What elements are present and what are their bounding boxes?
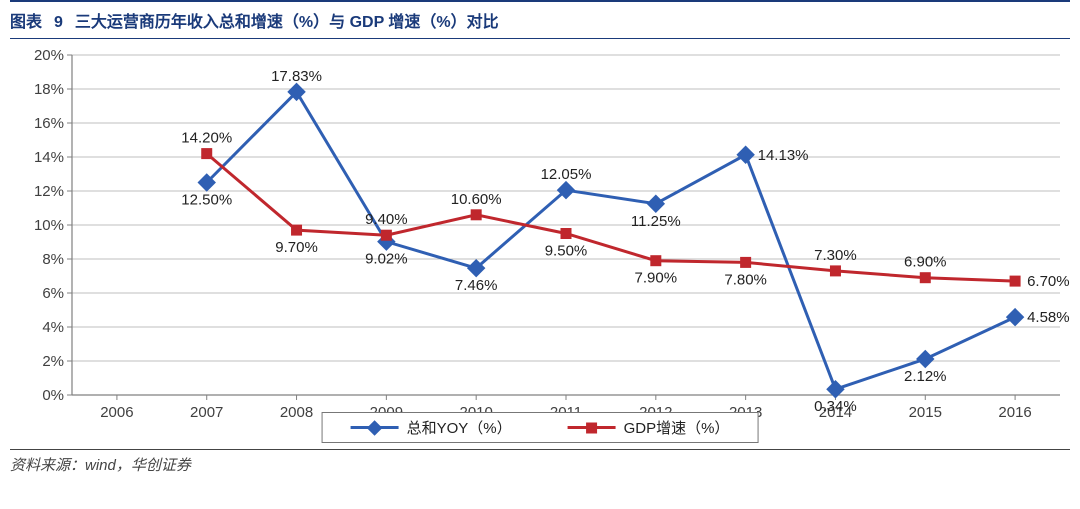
svg-text:10.60%: 10.60% [451, 191, 502, 208]
svg-text:7.30%: 7.30% [814, 247, 857, 264]
svg-text:17.83%: 17.83% [271, 68, 322, 85]
legend-swatch-2 [568, 426, 616, 429]
svg-text:2006: 2006 [100, 404, 133, 421]
legend-item-series-2: GDP增速（%） [568, 417, 730, 438]
legend: 总和YOY（%） GDP增速（%） [322, 412, 759, 443]
svg-text:6.70%: 6.70% [1027, 273, 1070, 290]
svg-text:7.46%: 7.46% [455, 277, 498, 294]
legend-label-1: 总和YOY（%） [407, 417, 512, 438]
line-chart: 0% 2% 4% 6% 8% 10% 12% 14% 16% 18% 20% 2006 2007 2008… [10, 39, 1070, 449]
svg-text:2007: 2007 [190, 404, 223, 421]
svg-text:12.50%: 12.50% [181, 192, 232, 209]
source-label: 资料来源： [10, 457, 85, 474]
svg-text:9.50%: 9.50% [545, 243, 588, 260]
svg-text:11.25%: 11.25% [631, 213, 681, 230]
svg-text:7.80%: 7.80% [724, 271, 767, 288]
source-line: 资料来源：wind，华创证券 [10, 449, 1070, 479]
legend-swatch-1 [351, 426, 399, 429]
svg-text:8%: 8% [42, 251, 64, 268]
svg-text:2016: 2016 [998, 404, 1031, 421]
svg-text:9.02%: 9.02% [365, 251, 408, 268]
legend-label-2: GDP增速（%） [624, 417, 730, 438]
svg-text:12%: 12% [34, 183, 64, 200]
svg-text:4%: 4% [42, 319, 64, 336]
svg-text:14.20%: 14.20% [181, 130, 232, 147]
svg-text:9.40%: 9.40% [365, 211, 408, 228]
svg-text:2%: 2% [42, 353, 64, 370]
source-text: wind，华创证券 [85, 457, 191, 474]
figure-prefix: 图表 [10, 8, 42, 32]
svg-text:2008: 2008 [280, 404, 313, 421]
svg-text:9.70%: 9.70% [275, 239, 318, 256]
legend-item-series-1: 总和YOY（%） [351, 417, 512, 438]
figure-header: 图表 9 三大运营商历年收入总和增速（%）与 GDP 增速（%）对比 [10, 0, 1070, 39]
svg-text:2015: 2015 [909, 404, 942, 421]
figure-number: 9 [54, 14, 63, 32]
svg-text:4.58%: 4.58% [1027, 309, 1070, 326]
svg-text:16%: 16% [34, 115, 64, 132]
svg-text:14%: 14% [34, 149, 64, 166]
svg-text:12.05%: 12.05% [541, 166, 592, 183]
svg-text:10%: 10% [34, 217, 64, 234]
chart-svg: 0% 2% 4% 6% 8% 10% 12% 14% 16% 18% 20% 2006 2007 2008… [10, 39, 1070, 449]
svg-text:14.13%: 14.13% [758, 147, 809, 164]
svg-text:18%: 18% [34, 81, 64, 98]
svg-text:6%: 6% [42, 285, 64, 302]
svg-text:6.90%: 6.90% [904, 254, 947, 271]
figure-title: 三大运营商历年收入总和增速（%）与 GDP 增速（%）对比 [75, 8, 499, 32]
svg-text:20%: 20% [34, 47, 64, 64]
svg-text:0%: 0% [42, 387, 64, 404]
svg-text:7.90%: 7.90% [635, 270, 678, 287]
svg-text:2.12%: 2.12% [904, 368, 947, 385]
svg-text:0.34%: 0.34% [814, 398, 857, 415]
